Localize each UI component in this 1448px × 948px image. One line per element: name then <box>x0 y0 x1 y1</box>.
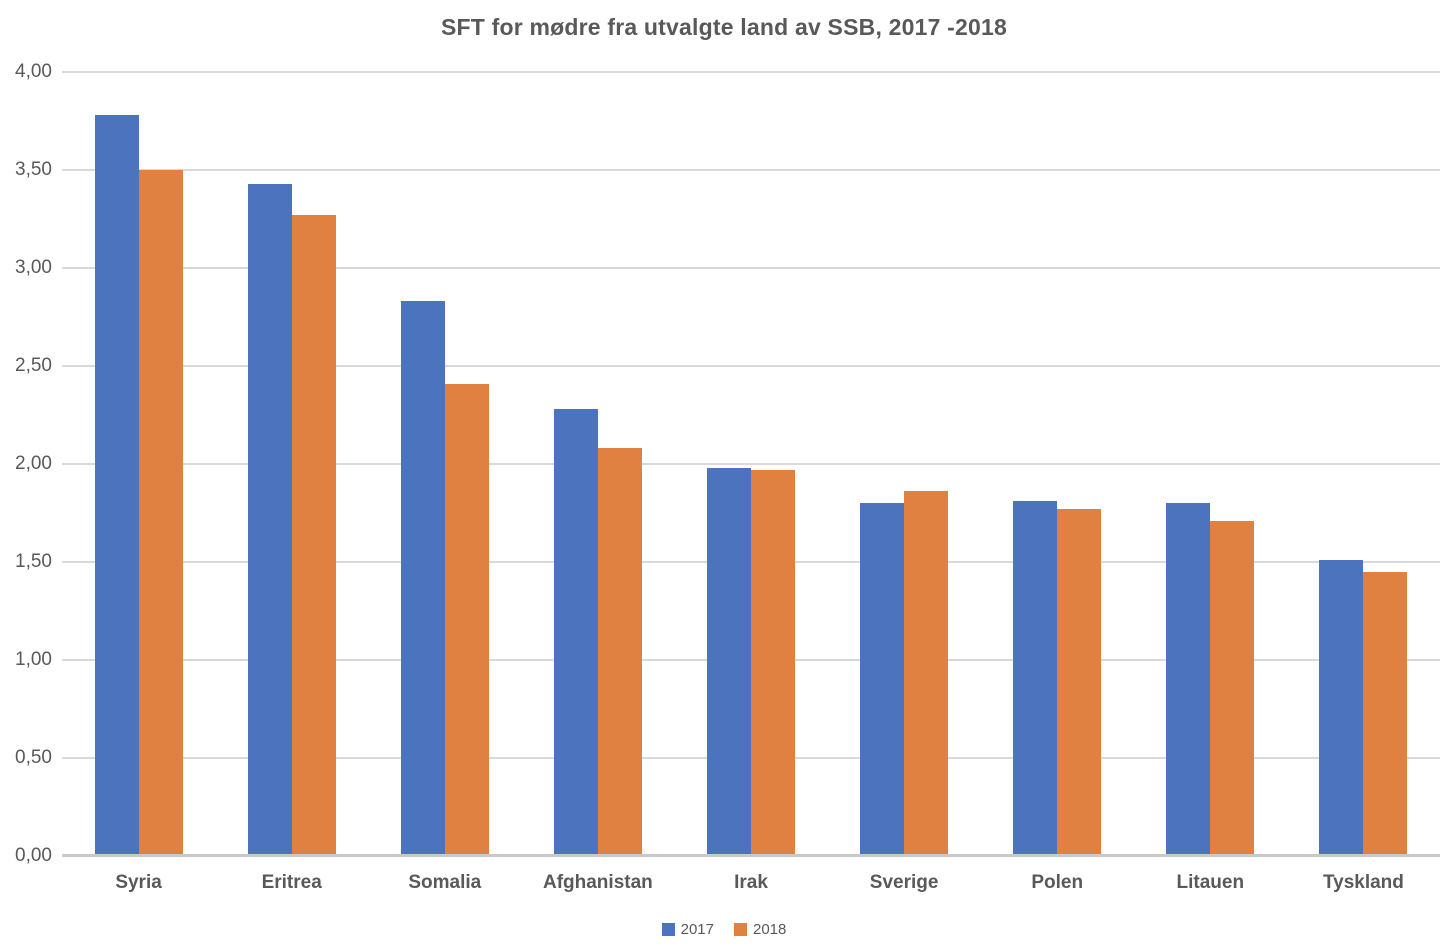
x-tick-label-sverige: Sverige <box>869 872 939 893</box>
bar-2018-litauen <box>1210 520 1255 856</box>
bar-group-polen <box>981 72 1134 856</box>
legend: 2017 2018 <box>0 921 1448 938</box>
x-tick-label-polen: Polen <box>1031 872 1084 893</box>
y-tick-label: 0,50 <box>15 747 52 768</box>
y-tick-label: 0,00 <box>15 845 52 866</box>
plot-area <box>62 71 1440 857</box>
y-tick-label: 3,00 <box>15 257 52 278</box>
bar-2018-irak <box>750 469 795 856</box>
legend-label: 2018 <box>753 921 787 938</box>
x-axis-tick-labels: Syria Eritrea Somalia Afghanistan Irak Sverig… <box>62 872 1440 894</box>
bar-group-eritrea <box>215 72 368 856</box>
bar-group-tyskland <box>1287 72 1440 856</box>
x-tick-label-syria: Syria <box>115 872 162 893</box>
bar-2017-afghanistan <box>553 409 598 856</box>
x-tick-label-eritrea: Eritrea <box>261 872 322 893</box>
bar-2017-syria <box>94 115 139 856</box>
bar-2018-afghanistan <box>597 448 642 856</box>
bar-2018-eritrea <box>291 215 336 856</box>
bar-2017-eritrea <box>247 183 292 856</box>
bar-group-afghanistan <box>521 72 674 856</box>
bar-2018-polen <box>1057 509 1102 856</box>
y-tick-label: 1,50 <box>15 551 52 572</box>
y-tick-label: 4,00 <box>15 61 52 82</box>
bar-2017-tyskland <box>1319 560 1364 856</box>
x-tick-label-somalia: Somalia <box>408 872 482 893</box>
bar-groups <box>62 72 1440 856</box>
x-tick-label-afghanistan: Afghanistan <box>542 872 653 893</box>
y-axis-tick-labels: 0,00 0,50 1,00 1,50 2,00 2,50 3,00 3,50 4,00 <box>0 61 52 866</box>
bar-group-irak <box>674 72 827 856</box>
bar-group-somalia <box>368 72 521 856</box>
y-tick-label: 1,00 <box>15 649 52 670</box>
x-tick-label-irak: Irak <box>734 872 768 893</box>
bar-2018-tyskland <box>1363 571 1408 856</box>
bar-2017-irak <box>706 467 751 856</box>
gridline <box>62 169 1440 171</box>
y-tick-label: 3,50 <box>15 159 52 180</box>
bar-group-syria <box>62 72 215 856</box>
gridline <box>62 71 1440 73</box>
x-tick-label-litauen: Litauen <box>1176 872 1245 893</box>
legend-swatch-icon <box>734 923 747 936</box>
legend-item-2018: 2018 <box>734 921 786 938</box>
gridline <box>62 365 1440 367</box>
bar-2017-polen <box>1013 501 1058 856</box>
bar-2018-syria <box>138 170 183 856</box>
y-tick-label: 2,00 <box>15 453 52 474</box>
legend-item-2017: 2017 <box>661 921 714 938</box>
bar-group-litauen <box>1134 72 1287 856</box>
bar-group-sverige <box>828 72 981 856</box>
bar-2018-sverige <box>904 491 949 856</box>
y-tick-label: 2,50 <box>15 355 52 376</box>
x-tick-label-tyskland: Tyskland <box>1322 872 1404 893</box>
chart-title: SFT for mødre fra utvalgte land av SSB, … <box>440 14 1008 40</box>
bar-2017-litauen <box>1166 503 1211 856</box>
gridline <box>62 267 1440 269</box>
bar-2017-somalia <box>400 301 445 856</box>
legend-label: 2017 <box>680 921 714 938</box>
x-axis-line <box>62 854 1440 857</box>
legend-swatch-icon <box>661 923 675 936</box>
bar-2017-sverige <box>860 503 905 856</box>
gridline <box>62 463 1440 465</box>
bar-2018-somalia <box>444 383 489 856</box>
